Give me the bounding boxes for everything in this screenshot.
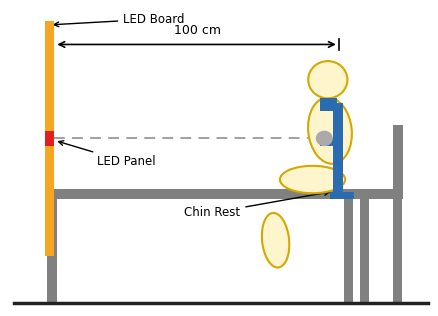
FancyBboxPatch shape (344, 199, 353, 303)
Ellipse shape (280, 166, 345, 193)
Ellipse shape (308, 97, 352, 164)
FancyBboxPatch shape (393, 199, 402, 303)
Text: Chin Rest: Chin Rest (184, 191, 329, 219)
Text: LED Panel: LED Panel (59, 141, 156, 168)
Text: LED Board: LED Board (54, 13, 185, 27)
FancyBboxPatch shape (45, 21, 54, 256)
FancyBboxPatch shape (343, 189, 402, 199)
FancyBboxPatch shape (45, 189, 371, 199)
Ellipse shape (308, 61, 347, 98)
Text: 100 cm: 100 cm (174, 24, 221, 37)
FancyBboxPatch shape (321, 99, 337, 111)
FancyBboxPatch shape (47, 199, 57, 303)
Ellipse shape (262, 213, 289, 268)
Circle shape (317, 131, 332, 145)
FancyBboxPatch shape (360, 199, 369, 303)
FancyBboxPatch shape (321, 138, 337, 146)
FancyBboxPatch shape (45, 131, 54, 146)
FancyBboxPatch shape (333, 103, 343, 193)
FancyBboxPatch shape (393, 125, 403, 199)
FancyBboxPatch shape (330, 192, 354, 199)
